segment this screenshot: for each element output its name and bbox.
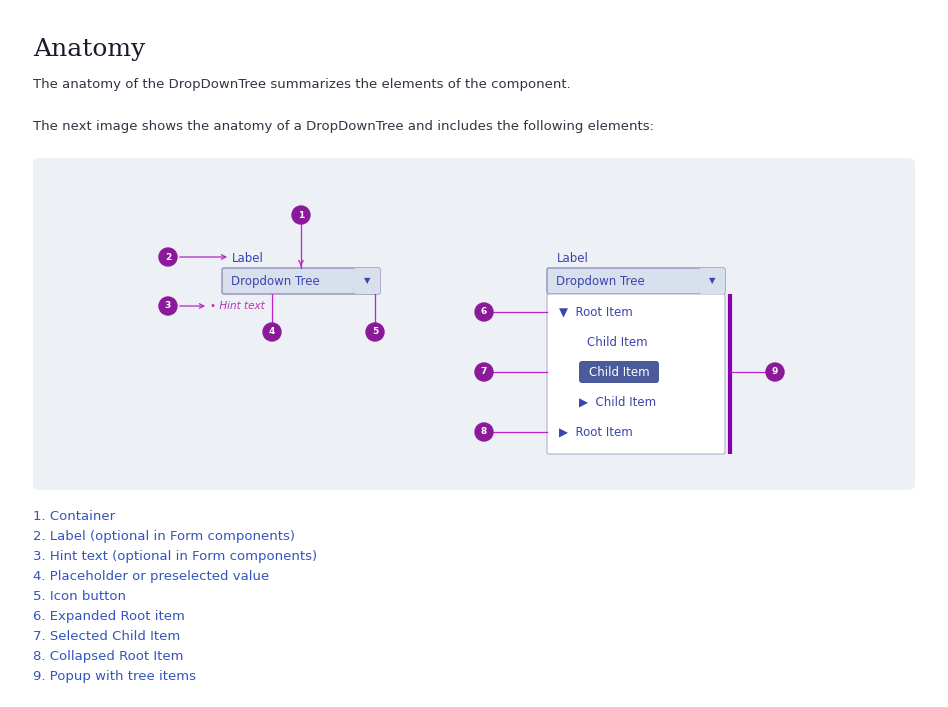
FancyBboxPatch shape [699, 268, 725, 294]
FancyBboxPatch shape [33, 158, 915, 490]
Text: 1. Container: 1. Container [33, 510, 115, 523]
FancyBboxPatch shape [222, 268, 380, 294]
Text: 2: 2 [165, 252, 172, 262]
Text: • Hint text: • Hint text [210, 301, 264, 311]
Text: 4: 4 [269, 327, 275, 337]
Text: Dropdown Tree: Dropdown Tree [556, 274, 645, 288]
Text: 2. Label (optional in Form components): 2. Label (optional in Form components) [33, 530, 295, 543]
Text: 4. Placeholder or preselected value: 4. Placeholder or preselected value [33, 570, 269, 583]
Text: Child Item: Child Item [587, 336, 647, 349]
Circle shape [159, 297, 177, 315]
Circle shape [475, 423, 493, 441]
Text: 9. Popup with tree items: 9. Popup with tree items [33, 670, 196, 683]
Text: ▼  Root Item: ▼ Root Item [559, 305, 632, 318]
Circle shape [263, 323, 281, 341]
FancyBboxPatch shape [354, 268, 380, 294]
Text: 6. Expanded Root item: 6. Expanded Root item [33, 610, 185, 623]
Text: 6: 6 [481, 308, 487, 317]
Text: Label: Label [557, 252, 589, 265]
Text: 9: 9 [772, 368, 778, 377]
Text: 1: 1 [298, 211, 304, 219]
Text: 3. Hint text (optional in Form components): 3. Hint text (optional in Form component… [33, 550, 318, 563]
FancyBboxPatch shape [547, 268, 725, 294]
Circle shape [475, 303, 493, 321]
FancyBboxPatch shape [547, 294, 725, 454]
Text: 5: 5 [372, 327, 378, 337]
Text: 5. Icon button: 5. Icon button [33, 590, 126, 603]
Text: The next image shows the anatomy of a DropDownTree and includes the following el: The next image shows the anatomy of a Dr… [33, 120, 654, 133]
Text: Label: Label [232, 252, 264, 265]
Text: 3: 3 [165, 301, 172, 310]
Text: Anatomy: Anatomy [33, 38, 145, 61]
Circle shape [475, 363, 493, 381]
Circle shape [292, 206, 310, 224]
Text: 8. Collapsed Root Item: 8. Collapsed Root Item [33, 650, 184, 663]
Circle shape [766, 363, 784, 381]
Text: 8: 8 [481, 428, 487, 436]
Text: ▼: ▼ [709, 276, 715, 286]
Text: ▼: ▼ [364, 276, 371, 286]
Text: ▶  Child Item: ▶ Child Item [579, 395, 656, 409]
FancyBboxPatch shape [579, 361, 659, 383]
Text: Dropdown Tree: Dropdown Tree [231, 274, 319, 288]
Circle shape [366, 323, 384, 341]
Text: The anatomy of the DropDownTree summarizes the elements of the component.: The anatomy of the DropDownTree summariz… [33, 78, 571, 91]
Text: ▶  Root Item: ▶ Root Item [559, 426, 632, 438]
Text: Child Item: Child Item [589, 366, 649, 378]
Text: 7. Selected Child Item: 7. Selected Child Item [33, 630, 180, 643]
Circle shape [159, 248, 177, 266]
Text: 7: 7 [481, 368, 487, 377]
